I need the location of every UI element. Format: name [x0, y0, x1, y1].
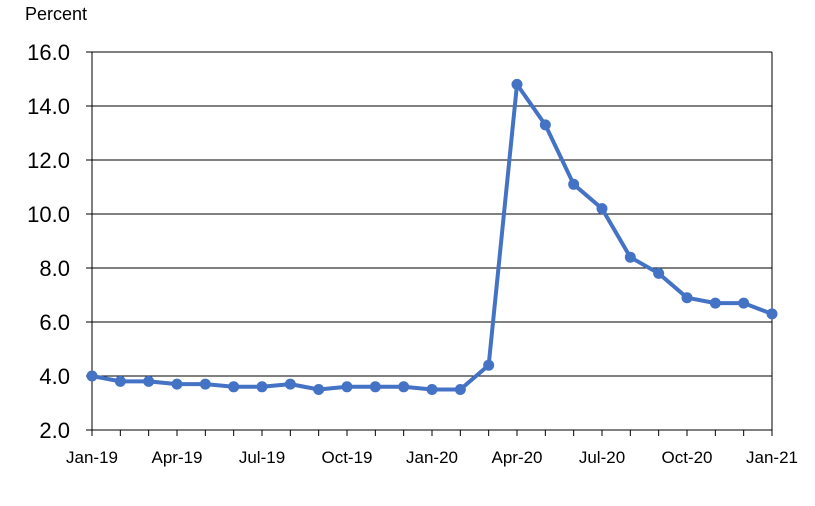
data-point: [483, 359, 495, 371]
data-point: [539, 119, 551, 131]
y-tick-labels: 2.0 4.0 6.0 8.0 10.0 12.0 14.0 16.0: [27, 40, 70, 443]
data-point: [426, 384, 438, 395]
data-point: [766, 308, 778, 320]
data-point: [653, 267, 665, 279]
y-tick-label: 14.0: [27, 94, 70, 119]
data-point: [228, 381, 240, 393]
x-tick-label: Jan-20: [406, 448, 458, 467]
data-point: [511, 78, 523, 90]
data-point: [114, 375, 126, 387]
plot-area: [92, 52, 772, 430]
data-point: [596, 203, 608, 215]
y-axis-label: Percent: [25, 4, 87, 24]
y-tick-label: 2.0: [39, 418, 70, 443]
y-tick-label: 12.0: [27, 148, 70, 173]
data-point: [709, 297, 721, 309]
x-tick-label: Jan-21: [746, 448, 798, 467]
data-point: [398, 381, 410, 393]
x-tick-label: Oct-20: [661, 448, 712, 467]
x-tick-label: Apr-20: [491, 448, 542, 467]
x-tick-label: Jan-19: [66, 448, 118, 467]
x-tick-label: Apr-19: [151, 448, 202, 467]
axes: [86, 51, 773, 436]
gridlines: [92, 51, 772, 377]
data-point: [341, 381, 353, 393]
series-unemployment: [86, 78, 778, 395]
y-tick-label: 6.0: [39, 310, 70, 335]
y-tick-label: 16.0: [27, 40, 70, 65]
data-point: [171, 378, 183, 390]
data-point: [624, 251, 636, 263]
data-point: [681, 292, 693, 304]
x-tick-label: Oct-19: [321, 448, 372, 467]
data-point: [143, 375, 155, 387]
y-tick-label: 8.0: [39, 256, 70, 281]
x-tick-label: Jul-20: [579, 448, 625, 467]
data-point: [738, 297, 750, 309]
data-point: [313, 384, 325, 395]
y-tick-label: 10.0: [27, 202, 70, 227]
data-point: [568, 178, 580, 190]
data-point: [454, 384, 466, 395]
y-tick-label: 4.0: [39, 364, 70, 389]
x-tick-labels: Jan-19 Apr-19 Jul-19 Oct-19 Jan-20 Apr-20 Jul-…: [66, 448, 798, 467]
data-point: [199, 378, 211, 390]
x-tick-label: Jul-19: [239, 448, 285, 467]
data-point: [369, 381, 381, 393]
data-point: [256, 381, 268, 393]
data-point: [86, 370, 98, 382]
data-point: [284, 378, 296, 390]
